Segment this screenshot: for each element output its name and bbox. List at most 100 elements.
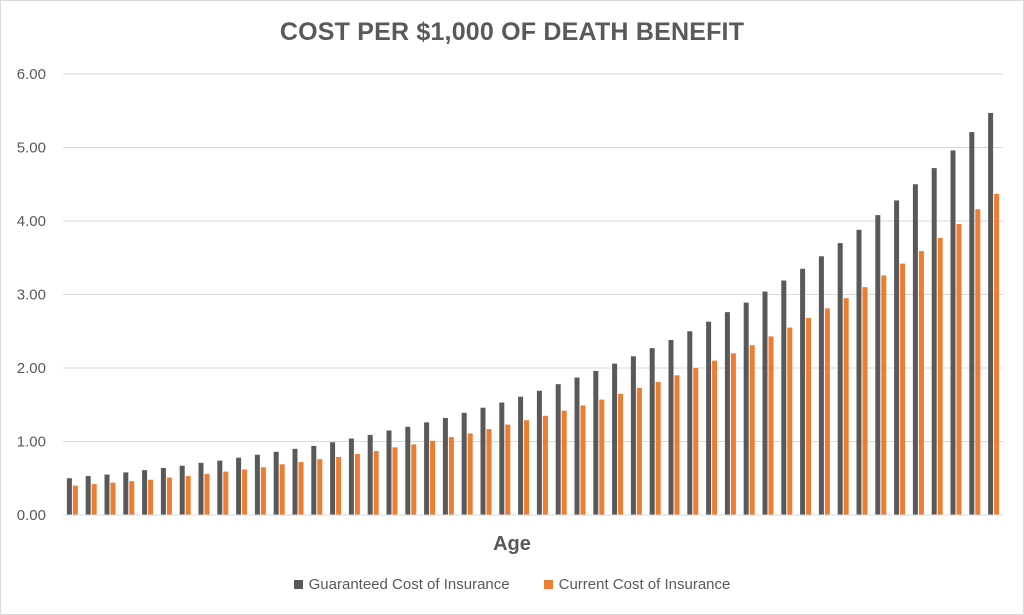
bar-guaranteed (142, 470, 148, 515)
bar-guaranteed (687, 331, 693, 515)
bar-current (937, 237, 943, 515)
bar-current (618, 393, 624, 515)
bar-guaranteed (593, 370, 599, 515)
bar-current (975, 209, 981, 516)
bar-current (467, 433, 473, 515)
bar-current (505, 424, 511, 515)
bar-current (749, 345, 755, 515)
bar-current (768, 336, 774, 515)
y-tick-label: 1.00 (17, 434, 46, 451)
bar-current (129, 481, 135, 515)
y-tick-label: 5.00 (17, 140, 46, 157)
bar-guaranteed (743, 302, 749, 515)
bar-current (448, 437, 454, 515)
bar-guaranteed (762, 291, 768, 515)
bar-guaranteed (367, 434, 373, 515)
x-axis-label: Age (493, 533, 531, 555)
bar-current (956, 223, 962, 515)
bar-current (430, 440, 436, 515)
bar-guaranteed (330, 442, 336, 515)
bar-guaranteed (123, 472, 129, 515)
bar-guaranteed (348, 438, 354, 515)
bar-guaranteed (555, 384, 561, 515)
bar-guaranteed (518, 396, 524, 515)
legend-swatch-guaranteed (293, 580, 303, 589)
y-tick-label: 3.00 (17, 287, 46, 304)
bar-guaranteed (912, 184, 918, 515)
bar-guaranteed (894, 200, 900, 516)
bar-current (824, 308, 830, 515)
bar-current (242, 469, 248, 515)
legend-label-guaranteed: Guaranteed Cost of Insurance (308, 576, 510, 593)
bar-guaranteed (442, 417, 448, 515)
bar-guaranteed (536, 390, 542, 515)
bar-current (411, 444, 417, 515)
bar-current (317, 459, 323, 515)
bar-guaranteed (217, 460, 223, 515)
gridlines (63, 73, 1003, 442)
bar-current (636, 387, 642, 515)
bar-guaranteed (179, 465, 185, 515)
y-tick-label: 0.00 (17, 507, 46, 524)
bar-guaranteed (480, 407, 486, 515)
y-tick-label: 4.00 (17, 213, 46, 230)
bar-guaranteed (649, 348, 655, 515)
bar-current (223, 471, 229, 515)
bar-current (279, 464, 285, 515)
bar-current (110, 482, 116, 515)
bar-current (655, 381, 661, 515)
bar-current (486, 429, 492, 515)
bar-guaranteed (574, 377, 580, 515)
bar-current (260, 467, 266, 515)
bar-guaranteed (273, 451, 279, 515)
bar-current (524, 420, 530, 515)
y-axis-ticks: 0.00 1.00 2.00 3.00 4.00 5.00 6.00 (17, 66, 46, 524)
bar-current (674, 375, 680, 515)
bar-current (298, 462, 304, 515)
bar-guaranteed (950, 150, 956, 515)
bars (66, 112, 1000, 516)
bar-current (542, 415, 548, 515)
bar-current (354, 453, 360, 515)
bar-guaranteed (405, 426, 411, 515)
bar-guaranteed (424, 422, 430, 515)
bar-guaranteed (198, 462, 204, 515)
y-tick-label: 6.00 (17, 66, 46, 83)
bar-guaranteed (612, 363, 618, 515)
bar-guaranteed (818, 256, 824, 515)
bar-guaranteed (66, 478, 72, 515)
bar-current (693, 368, 699, 515)
bar-guaranteed (160, 467, 166, 515)
bar-guaranteed (386, 430, 392, 515)
bar-current (373, 451, 379, 515)
legend-item-guaranteed: Guaranteed Cost of Insurance (293, 576, 510, 593)
legend: Guaranteed Cost of Insurance Current Cos… (0, 576, 1024, 593)
bar-guaranteed (668, 340, 674, 515)
bar-current (185, 476, 191, 515)
bar-current (599, 399, 605, 515)
bar-guaranteed (236, 457, 242, 515)
bar-current (918, 251, 924, 515)
bar-guaranteed (85, 476, 91, 515)
bar-guaranteed (724, 312, 730, 515)
bar-guaranteed (988, 112, 994, 515)
bar-guaranteed (856, 229, 862, 515)
bar-guaranteed (800, 268, 806, 515)
bar-guaranteed (931, 168, 937, 515)
bar-guaranteed (969, 132, 975, 515)
bar-guaranteed (630, 356, 636, 515)
bar-current (900, 263, 906, 515)
bar-guaranteed (837, 243, 843, 516)
bar-guaranteed (254, 454, 260, 515)
bar-guaranteed (104, 474, 110, 515)
legend-swatch-current (543, 580, 553, 589)
bar-guaranteed (499, 402, 505, 515)
bar-current (994, 193, 1000, 515)
bar-current (580, 405, 586, 515)
bar-current (712, 360, 718, 515)
bar-current (862, 287, 868, 515)
chart-title: COST PER $1,000 OF DEATH BENEFIT (279, 18, 745, 46)
bar-current (204, 473, 210, 515)
y-tick-label: 2.00 (17, 360, 46, 377)
